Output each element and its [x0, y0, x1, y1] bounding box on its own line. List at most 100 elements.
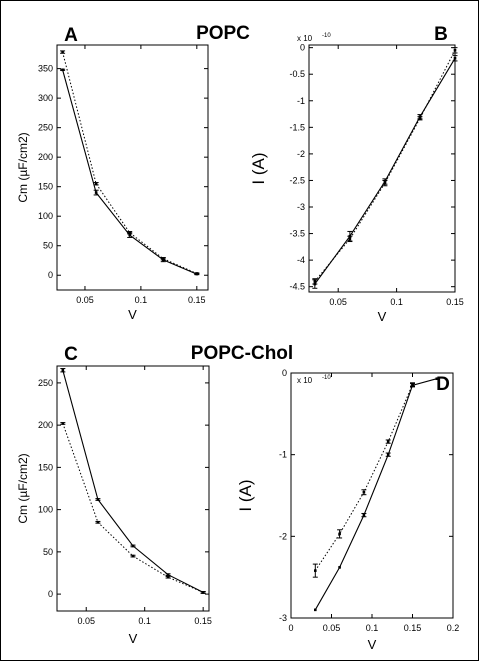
data-point [410, 382, 415, 387]
y-tick-label: -3.5 [289, 229, 305, 239]
data-marker [348, 237, 352, 241]
y-axis-label: I (A) [236, 479, 255, 511]
series-line-solid [314, 378, 437, 611]
data-marker [131, 544, 135, 548]
x-tick-label: 0.15 [188, 295, 206, 305]
heading-popc-chol: POPC-Chol [191, 343, 293, 364]
data-marker [201, 591, 205, 594]
x-tick-label: 0 [288, 623, 293, 633]
data-point [60, 68, 66, 72]
data-point [165, 573, 171, 577]
panel-label-a: A [64, 25, 78, 46]
data-marker [94, 182, 98, 186]
data-marker [313, 280, 317, 283]
y-axis-label: Cm (µF/cm2) [16, 132, 30, 202]
x-tick-label: 0.05 [77, 616, 95, 626]
data-marker [362, 513, 366, 517]
x-tick-label: 0.2 [447, 623, 460, 633]
y-tick-label: 300 [38, 93, 53, 103]
data-point [314, 608, 317, 612]
data-marker [161, 257, 165, 261]
data-point [95, 498, 101, 501]
plot-frame [56, 44, 209, 291]
y-tick-label: 0 [48, 270, 53, 280]
x-tick-label: 0.1 [135, 295, 148, 305]
x-axis-label: V [378, 309, 387, 324]
data-point [347, 235, 353, 243]
data-marker [131, 554, 135, 558]
data-marker [96, 520, 100, 524]
data-marker [338, 532, 341, 536]
chart-panel-c: 0.05 0.1 0.15 0 50 100 150 200 250 V Cm (µF/cm2) [16, 365, 212, 646]
data-marker [166, 573, 170, 576]
data-marker [61, 50, 64, 54]
y-tick-label: 150 [38, 462, 53, 472]
data-point [361, 512, 367, 518]
data-point [130, 544, 136, 548]
y-tick-label: 250 [38, 378, 53, 388]
series-line-dotted [62, 423, 204, 593]
data-point [60, 422, 66, 425]
y-tick-label: 200 [38, 152, 53, 162]
y-tick-label: 250 [38, 123, 53, 133]
heading-popc: POPC [196, 23, 250, 44]
y-tick-label: -2 [297, 149, 305, 159]
data-marker [128, 233, 132, 237]
x-tick-label: 0.05 [323, 623, 341, 633]
y-axis-label: Cm (µF/cm2) [16, 453, 30, 523]
chart-panel-a: 0.05 0.1 0.15 0 50 100 150 200 250 300 350 V Cm (µF/… [16, 44, 209, 322]
data-marker [61, 368, 65, 372]
x-tick-label: 0.05 [76, 295, 94, 305]
x-tick-label: 0.1 [390, 297, 403, 307]
y-tick-label: 50 [43, 547, 53, 557]
y-tick-label: 350 [38, 64, 53, 74]
data-point [130, 554, 136, 558]
data-marker [195, 272, 199, 275]
data-point [194, 272, 200, 275]
data-marker [128, 231, 132, 235]
axis-exponent: x 10 [297, 34, 313, 43]
data-point [361, 489, 367, 496]
data-point [312, 278, 318, 285]
y-tick-label: 100 [38, 505, 53, 515]
data-point [337, 529, 343, 539]
plot-frame [56, 365, 210, 612]
y-tick-label: -2.5 [289, 175, 305, 185]
data-marker [453, 56, 457, 60]
data-point [93, 189, 99, 196]
y-tick-label: 50 [43, 241, 53, 251]
axis-exponent-power: -10 [322, 375, 331, 381]
y-tick-label: -1 [279, 450, 287, 460]
data-point [127, 231, 133, 235]
x-axis-label: V [129, 631, 138, 646]
x-tick-label: 0.15 [194, 616, 212, 626]
y-tick-label: -0.5 [289, 69, 305, 79]
y-tick-label: -3 [279, 613, 287, 623]
data-marker [61, 68, 64, 72]
axis-exponent: x 10 [297, 376, 313, 385]
panel-label-c: C [64, 344, 78, 365]
data-marker [386, 440, 390, 443]
axis-exponent-power: -10 [322, 33, 331, 39]
y-tick-label: 0 [282, 368, 287, 378]
y-tick-label: 200 [38, 420, 53, 430]
x-tick-label: 0.05 [329, 297, 347, 307]
y-tick-label: -1.5 [289, 122, 305, 132]
x-tick-label: 0.15 [404, 623, 422, 633]
data-point [160, 257, 166, 261]
y-tick-label: 150 [38, 182, 53, 192]
data-point [60, 50, 66, 54]
data-point [452, 47, 458, 54]
x-tick-label: 0.15 [446, 297, 464, 307]
x-axis-label: V [368, 637, 377, 652]
y-tick-label: -4 [297, 255, 305, 265]
y-tick-label: -4.5 [289, 282, 305, 292]
data-point [165, 575, 171, 579]
data-point [385, 439, 391, 444]
plot-frame [308, 44, 456, 293]
data-marker [94, 191, 98, 194]
data-marker [96, 498, 100, 501]
chart-panel-b: 0.05 0.1 0.15 0 -0.5 -1 -1.5 -2 -2.5 -3 -3.5 -4 -4.5… [249, 33, 464, 324]
